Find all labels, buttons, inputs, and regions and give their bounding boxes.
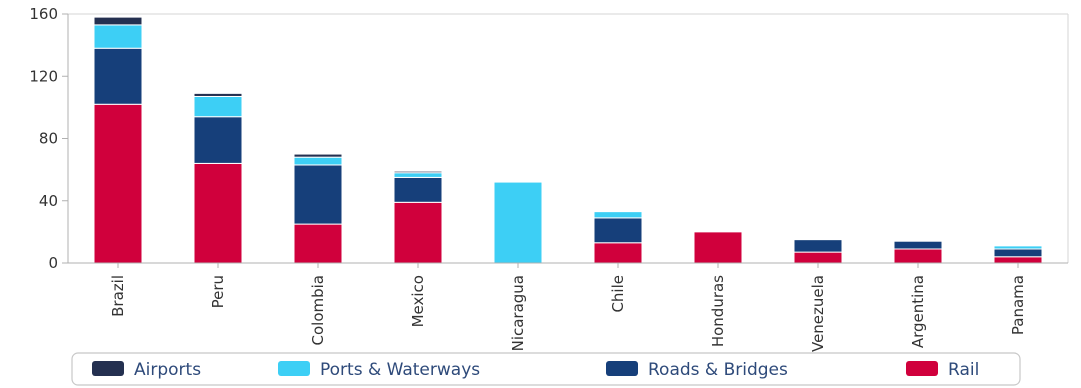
x-tick-label-peru: Peru (209, 275, 227, 308)
bar-segment-rail-venezuela (793, 251, 843, 264)
bar-segment-rail-argentina (893, 248, 943, 264)
y-tick-label: 80 (39, 130, 58, 148)
x-tick-label-colombia: Colombia (309, 275, 327, 346)
x-axis: Brazil Peru Colombia Mexico Nicaragua Chile Ho… (68, 262, 1068, 352)
legend-label-roads-bridges: Roads & Bridges (648, 360, 788, 380)
x-tick-label-argentina: Argentina (909, 275, 927, 348)
bar-segment-airports-colombia (293, 153, 343, 158)
bar-segment-roads-bridges-colombia (293, 164, 343, 225)
y-tick-label: 160 (29, 5, 58, 23)
y-tick-label: 0 (48, 254, 58, 272)
legend-label-ports-waterways: Ports & Waterways (320, 360, 480, 380)
x-tick-label-honduras: Honduras (709, 275, 727, 347)
y-tick-label: 40 (39, 192, 58, 210)
bar-segment-ports-waterways-nicaragua (493, 181, 543, 264)
bar-segment-roads-bridges-brazil (93, 47, 143, 105)
bar-segment-rail-panama (993, 256, 1043, 264)
legend-label-airports: Airports (134, 360, 201, 380)
x-tick-label-nicaragua: Nicaragua (509, 275, 527, 351)
bar-segment-roads-bridges-venezuela (793, 239, 843, 253)
legend-box (71, 352, 1021, 386)
bar-segment-roads-bridges-panama (993, 248, 1043, 258)
bar-segment-ports-waterways-panama (993, 245, 1043, 250)
x-tick-label-mexico: Mexico (409, 275, 427, 327)
legend-swatch-rail (906, 361, 938, 376)
bar-segment-ports-waterways-colombia (293, 156, 343, 166)
legend-label-rail: Rail (948, 360, 979, 380)
bar-segment-airports-mexico (393, 170, 443, 174)
y-axis: 0 40 80 120 160 (29, 5, 1069, 272)
bar-segment-ports-waterways-peru (193, 95, 243, 118)
y-tick-label: 120 (29, 67, 58, 85)
bar-segment-roads-bridges-argentina (893, 240, 943, 250)
bar-segment-rail-colombia (293, 223, 343, 264)
bar-segment-ports-waterways-brazil (93, 24, 143, 49)
legend-swatch-roads-bridges (606, 361, 638, 376)
bar-segment-roads-bridges-peru (193, 116, 243, 164)
bar-segment-rail-chile (593, 242, 643, 264)
bar-segment-ports-waterways-chile (593, 211, 643, 219)
x-tick-label-venezuela: Venezuela (809, 275, 827, 352)
bars (93, 16, 1043, 264)
legend-swatch-airports (92, 361, 124, 376)
bar-segment-rail-mexico (393, 201, 443, 264)
bar-segment-rail-brazil (93, 103, 143, 264)
x-tick-label-chile: Chile (609, 275, 627, 313)
bar-segment-rail-peru (193, 162, 243, 264)
bar-segment-airports-brazil (93, 16, 143, 26)
bar-segment-ports-waterways-mexico (393, 172, 443, 178)
legend: Airports Ports & Waterways Roads & Bridges… (71, 352, 1021, 386)
bar-segment-airports-peru (193, 92, 243, 97)
bar-segment-roads-bridges-mexico (393, 176, 443, 203)
x-tick-label-brazil: Brazil (109, 275, 127, 317)
legend-swatch-ports-waterways (278, 361, 310, 376)
bar-segment-rail-honduras (693, 231, 743, 264)
x-tick-label-panama: Panama (1009, 275, 1027, 335)
bar-segment-roads-bridges-chile (593, 217, 643, 244)
